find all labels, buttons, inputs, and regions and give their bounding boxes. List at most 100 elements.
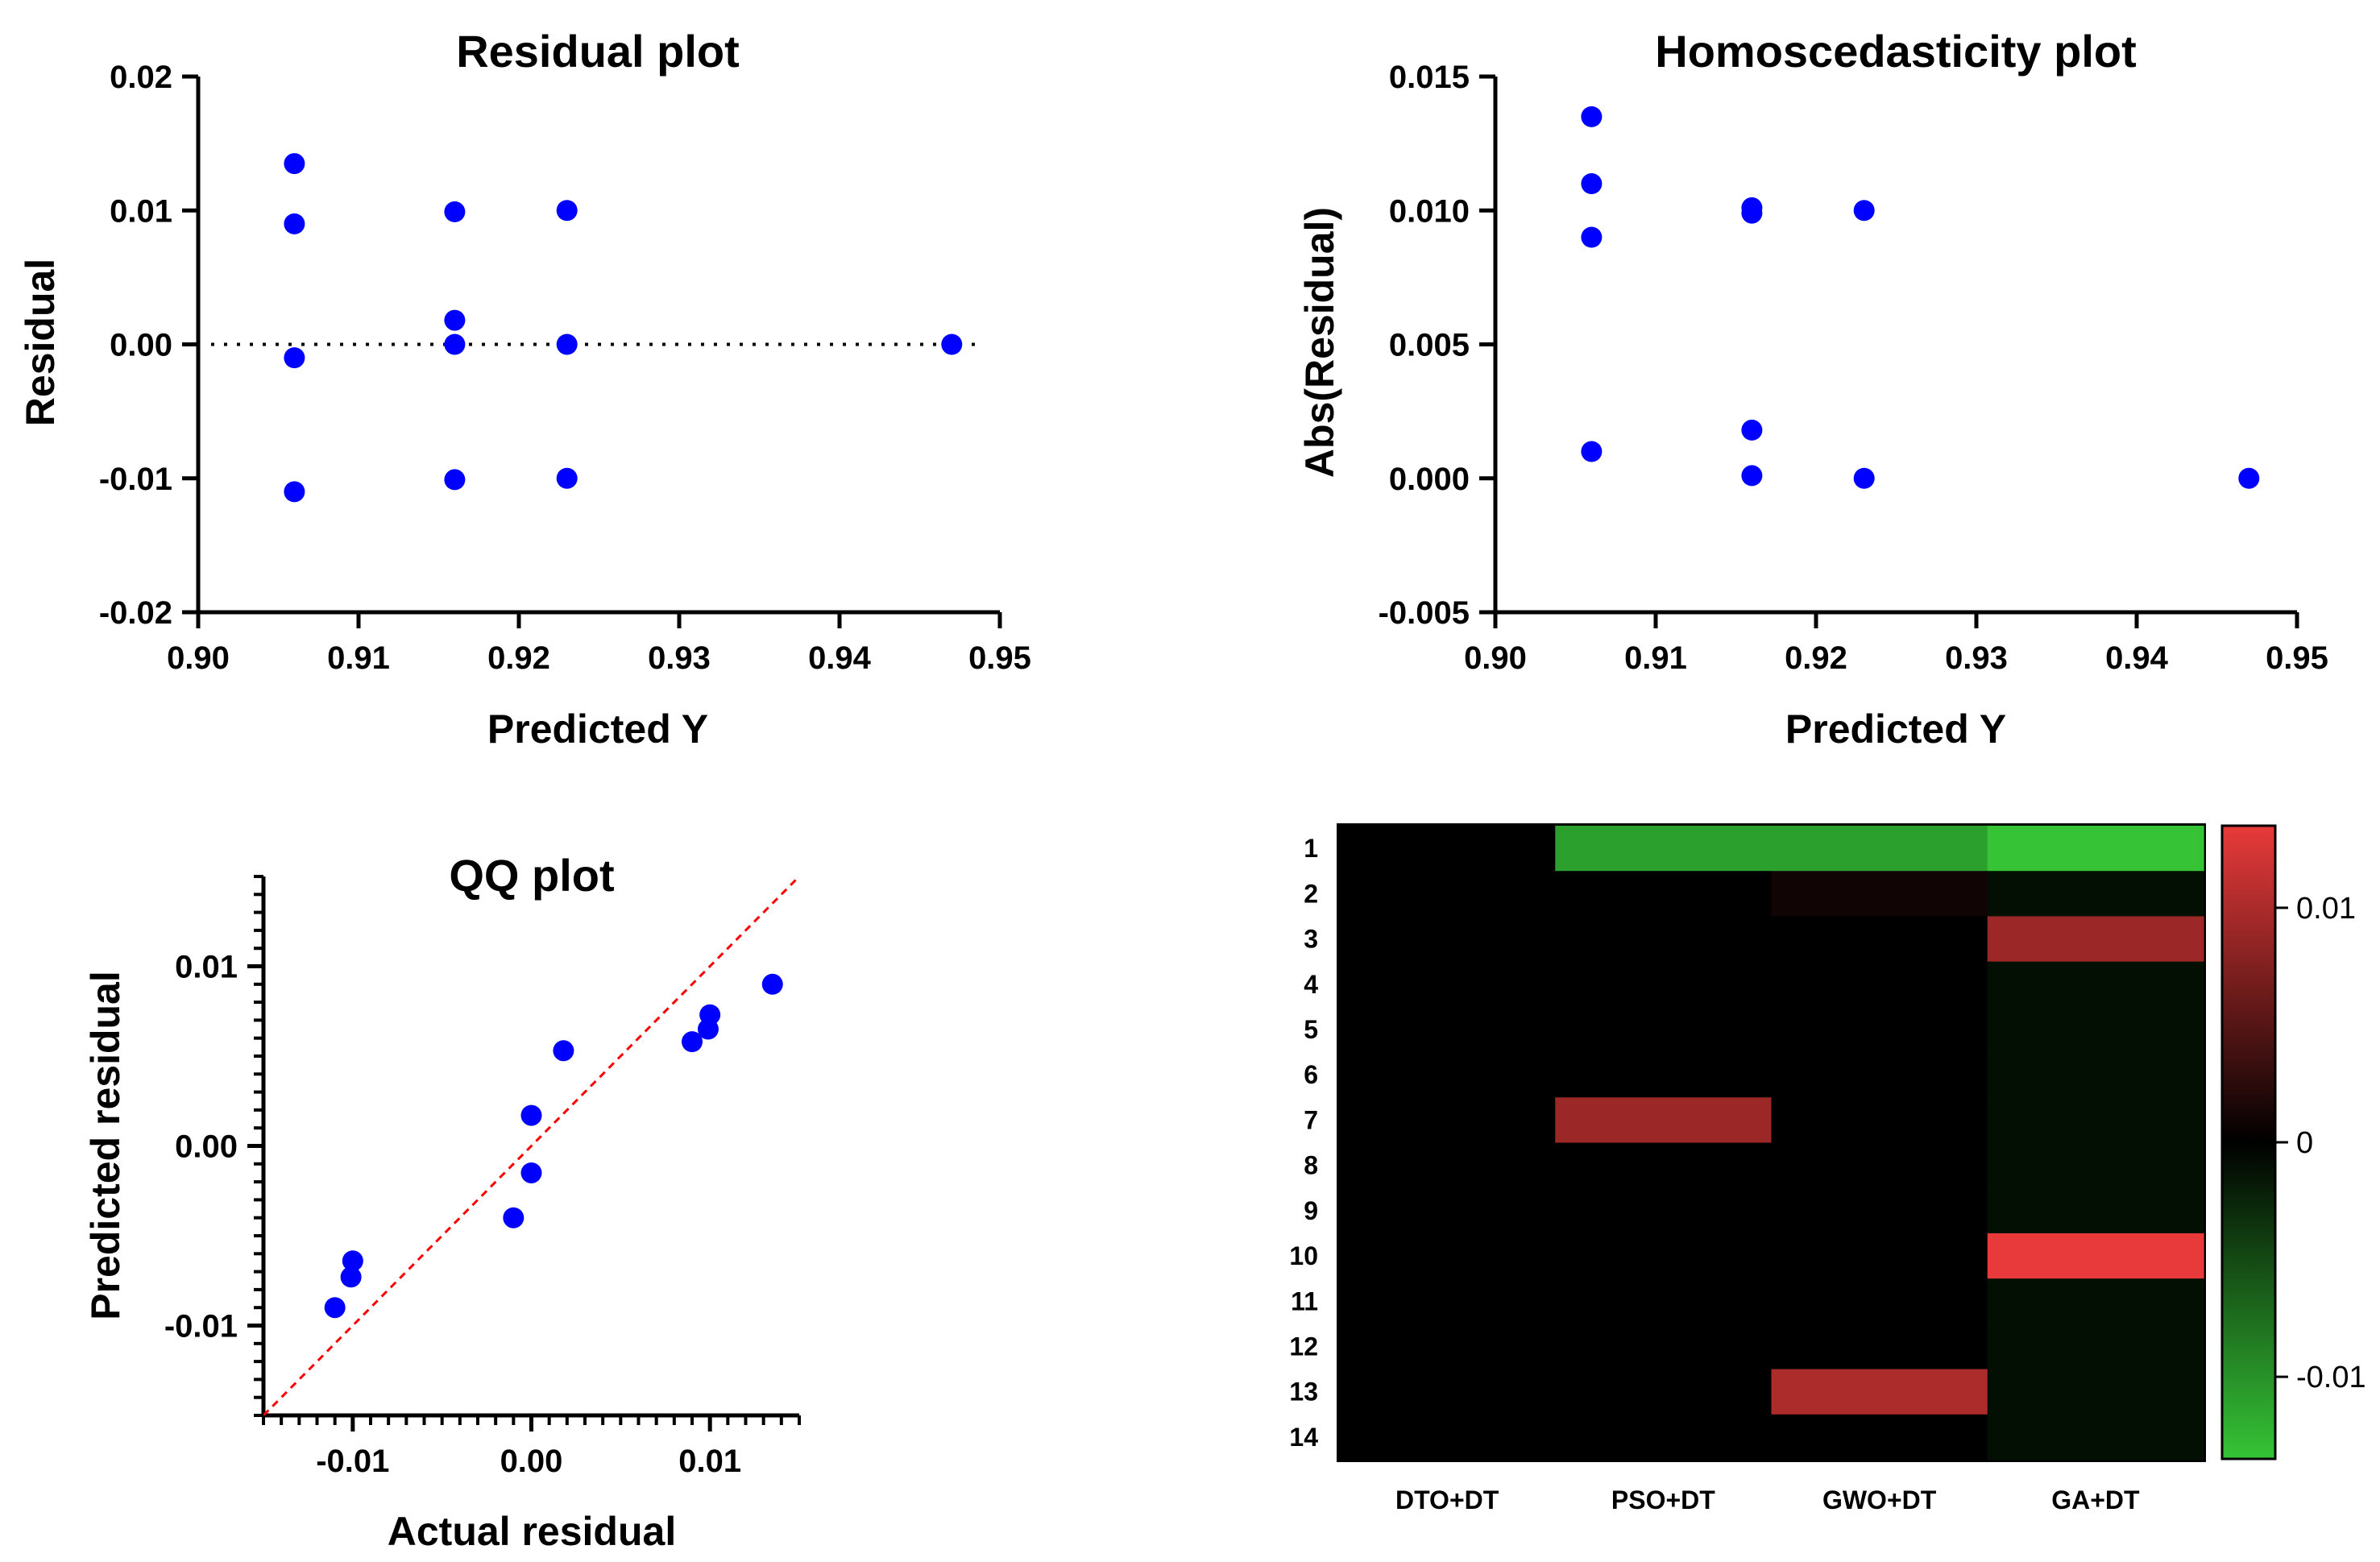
homoscedasticity-ytick-label: 0.005: [1389, 328, 1470, 363]
homoscedasticity-xtick-label: 0.93: [1945, 640, 2008, 676]
residual-plot-points: [284, 153, 963, 503]
heatmap-cell: [1555, 1414, 1773, 1460]
heatmap-row-label: 4: [1304, 970, 1318, 999]
residual-xtick-label: 0.93: [648, 640, 711, 676]
qq-ytick-label: 0.01: [175, 950, 238, 985]
heatmap-cell: [1771, 961, 1988, 1008]
homoscedasticity-xtick-label: 0.90: [1464, 640, 1527, 676]
qq-ytick-label: -0.01: [164, 1309, 238, 1344]
qq-plot-xlabel: Actual residual: [388, 1509, 676, 1554]
residual-plot-ticks: 0.90 0.91 0.92 0.93 0.94 0.95 0.02 0.01 0.00 -0.0…: [99, 60, 1031, 676]
qq-data-point: [520, 1104, 542, 1126]
heatmap-cell: [1555, 1142, 1773, 1189]
heatmap-cell: [1771, 1369, 1988, 1415]
homoscedasticity-plot-ticks: 0.90 0.91 0.92 0.93 0.94 0.95 0.015 0.010 0.005 0…: [1379, 60, 2328, 676]
residual-plot: Residual plot Predicted Y Residual 0.90 0…: [18, 26, 1031, 752]
heatmap-row-label: 1: [1304, 834, 1318, 863]
homoscedasticity-plot-xlabel: Predicted Y: [1785, 706, 2006, 752]
homoscedasticity-ytick-label: 0.000: [1389, 462, 1470, 497]
heatmap-cell: [1339, 1369, 1556, 1415]
heatmap-column-label: GWO+DT: [1822, 1485, 1937, 1514]
residual-plot-ylabel: Residual: [18, 259, 63, 426]
heatmap-cell: [1339, 1006, 1556, 1053]
homoscedasticity-data-point: [1853, 467, 1875, 489]
heatmap-row-label: 11: [1291, 1286, 1318, 1315]
qq-plot-ticks: -0.01 0.00 0.01 0.01 0.00 -0.01: [164, 875, 801, 1479]
heatmap-row-label: 10: [1289, 1241, 1318, 1270]
heatmap-colorbar-ticks: 0.01 0 -0.01: [2275, 892, 2366, 1394]
heatmap-cell: [1555, 1369, 1773, 1415]
residual-data-point: [556, 200, 578, 222]
residual-data-point: [284, 481, 305, 503]
heatmap-cell: [1339, 1142, 1556, 1189]
qq-plot-title: QQ plot: [449, 850, 614, 901]
heatmap-cell: [1339, 1233, 1556, 1279]
heatmap-cell: [1987, 1324, 2204, 1370]
heatmap-cell: [1771, 1097, 1988, 1144]
heatmap-cell: [1339, 1278, 1556, 1324]
residual-ytick-label: 0.00: [110, 328, 172, 363]
homoscedasticity-data-point: [1581, 226, 1603, 248]
heatmap-cell: [1987, 826, 2204, 872]
heatmap-cell: [1555, 871, 1773, 918]
qq-ytick-label: 0.00: [175, 1129, 238, 1165]
heatmap-cell: [1987, 1097, 2204, 1144]
heatmap-cell: [1987, 1278, 2204, 1324]
residual-ytick-label: 0.02: [110, 60, 172, 95]
homoscedasticity-xtick-label: 0.91: [1624, 640, 1687, 676]
qq-data-point: [324, 1297, 346, 1319]
residual-data-point: [941, 334, 963, 355]
residual-ytick-label: -0.01: [99, 462, 172, 497]
residual-data-point: [556, 334, 578, 355]
homoscedasticity-data-point: [1581, 106, 1603, 127]
heatmap-column-labels: DTO+DT PSO+DT GWO+DT GA+DT: [1395, 1485, 2140, 1514]
heatmap-cell: [1987, 1187, 2204, 1234]
heatmap-cell: [1771, 826, 1988, 872]
homoscedasticity-xtick-label: 0.94: [2105, 640, 2169, 676]
qq-data-point: [340, 1266, 362, 1288]
residual-ytick-label: -0.02: [99, 595, 172, 631]
heatmap-cell: [1339, 1187, 1556, 1234]
heatmap-column-label: PSO+DT: [1611, 1485, 1715, 1514]
heatmap-cell: [1555, 961, 1773, 1008]
homoscedasticity-data-point: [1741, 202, 1763, 224]
residual-plot-xlabel: Predicted Y: [487, 706, 708, 752]
heatmap-row-label: 14: [1289, 1423, 1318, 1452]
heatmap-cell: [1339, 916, 1556, 963]
residual-data-point: [444, 469, 466, 491]
heatmap-column-label: GA+DT: [2051, 1485, 2140, 1514]
heatmap-cell: [1987, 916, 2204, 963]
heatmap-row-label: 9: [1304, 1196, 1318, 1225]
homoscedasticity-plot-points: [1581, 106, 2260, 489]
heatmap-cell: [1771, 1324, 1988, 1370]
heatmap-cell: [1987, 1369, 2204, 1415]
heatmap-cell: [1339, 961, 1556, 1008]
qq-xtick-label: 0.01: [678, 1444, 741, 1479]
heatmap-cell: [1987, 961, 2204, 1008]
qq-data-point: [342, 1250, 363, 1272]
residual-data-point: [444, 334, 466, 355]
heatmap-cell: [1339, 1097, 1556, 1144]
heatmap-column-label: DTO+DT: [1395, 1485, 1499, 1514]
homoscedasticity-data-point: [1581, 441, 1603, 462]
heatmap-cell: [1555, 1278, 1773, 1324]
homoscedasticity-ytick-label: -0.005: [1379, 595, 1470, 631]
heatmap-cell: [1771, 1278, 1988, 1324]
heatmap-cells: [1339, 826, 2204, 1460]
heatmap-row-label: 7: [1304, 1105, 1318, 1134]
heatmap-row-label: 3: [1304, 925, 1318, 954]
residual-data-point: [284, 213, 305, 234]
heatmap-cell: [1771, 1006, 1988, 1053]
heatmap-row-label: 13: [1289, 1378, 1318, 1407]
residual-plot-title: Residual plot: [456, 26, 740, 77]
heatmap-cell: [1987, 1052, 2204, 1098]
heatmap-cell: [1771, 1233, 1988, 1279]
heatmap-cell: [1339, 826, 1556, 872]
homoscedasticity-xtick-label: 0.95: [2266, 640, 2328, 676]
residual-data-point: [556, 467, 578, 489]
heatmap-row-label: 5: [1304, 1015, 1318, 1044]
heatmap-cell: [1555, 1324, 1773, 1370]
homoscedasticity-plot: Homoscedasticity plot Predicted Y Abs(Re…: [1297, 26, 2328, 752]
heatmap-cell: [1339, 1414, 1556, 1460]
